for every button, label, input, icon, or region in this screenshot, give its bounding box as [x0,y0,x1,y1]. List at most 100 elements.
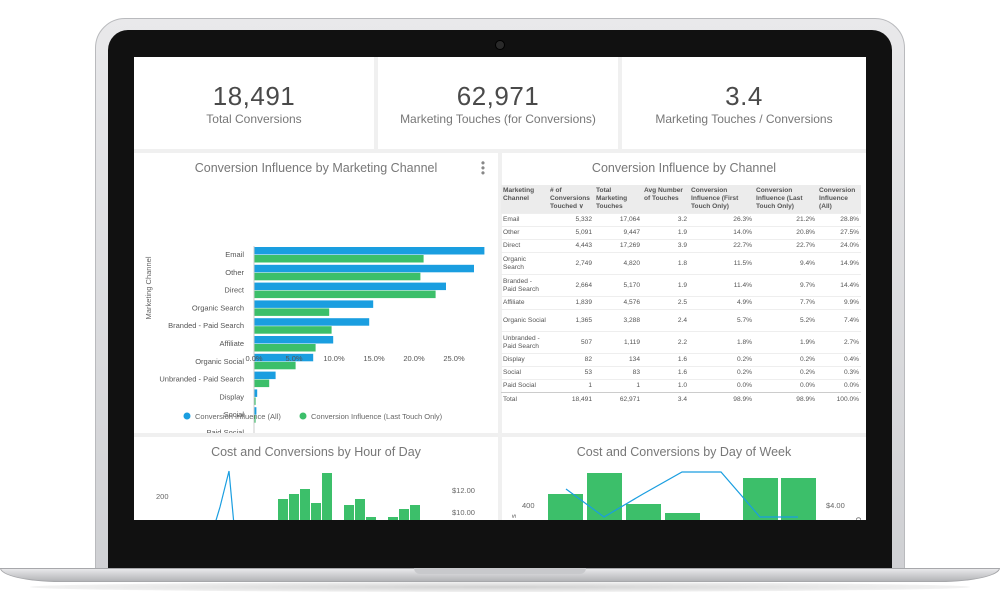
hour-bar[interactable] [278,499,288,520]
day-bar[interactable] [665,513,700,520]
bar-influence-last-touch[interactable] [254,397,256,405]
bar-influence-all[interactable] [254,318,370,326]
bar-influence-all[interactable] [254,353,314,362]
bar-influence-last-touch[interactable] [254,379,270,388]
kpi-card-total-conversions: 18,491 Total Conversions [134,57,374,149]
bar-influence-last-touch[interactable] [254,272,421,281]
table-cell-value: 7.4% [817,309,861,332]
table-row[interactable]: Email 5,332 17,064 3.2 26.3% 21.2% 28.8% [501,213,861,227]
table-cell-value: 3.2 [642,213,689,227]
table-row[interactable]: Direct 4,443 17,269 3.9 22.7% 22.7% 24.0% [501,239,861,253]
table-cell-value: 27.5% [817,226,861,240]
column-header[interactable]: Conversion Influence (First Touch Only) [689,185,754,214]
x-tick-label: 20.0% [403,354,425,363]
table-row[interactable]: Branded - Paid Search 2,664 5,170 1.9 11.4% 9… [501,274,861,297]
hour-bar[interactable] [355,499,365,520]
camera-icon [495,40,505,50]
table-cell-value: 1.9 [642,274,689,297]
table-cell-channel: Organic Social [501,309,548,332]
table-cell-value: 2.7% [817,331,861,354]
day-bar[interactable] [587,473,622,520]
table-cell-value: 9.9% [817,296,861,310]
hour-bar[interactable] [300,489,310,520]
right-axis-label-fragment: C [854,517,863,520]
bar-influence-all[interactable] [254,371,276,380]
table-row[interactable]: Unbranded - Paid Search 507 1,119 2.2 1.8% 1.… [501,331,861,354]
column-header[interactable]: Conversion Influence (All) [817,185,861,214]
bar-influence-last-touch[interactable] [254,255,424,263]
bar-influence-all[interactable] [254,336,334,344]
table-row[interactable]: Affiliate 1,839 4,576 2.5 4.9% 7.7% 9.9% [501,296,861,310]
bar-influence-last-touch[interactable] [254,415,256,423]
hour-bar[interactable] [388,517,398,520]
hour-bar[interactable] [366,517,376,520]
table-cell-value: 2,749 [548,252,594,275]
bar-influence-last-touch[interactable] [254,344,316,352]
bar-influence-last-touch[interactable] [254,308,330,316]
hour-bar[interactable] [322,473,332,520]
bar-influence-all[interactable] [254,282,446,291]
day-bar[interactable] [626,504,661,520]
table-row[interactable]: Other 5,091 9,447 1.9 14.0% 20.8% 27.5% [501,226,861,240]
table-cell-value: 4.9% [689,296,754,310]
total-value: 100.0% [817,392,861,406]
column-header-sorted[interactable]: # of Conversions Touched ∨ [548,185,594,214]
table-row[interactable]: Organic Social 1,365 3,288 2.4 5.7% 5.2% 7.4% [501,309,861,332]
hour-bar[interactable] [311,503,321,520]
column-header[interactable]: Marketing Channel [501,185,548,214]
hour-chart-title: Cost and Conversions by Hour of Day [211,445,421,459]
bar-influence-last-touch[interactable] [254,361,296,370]
bar-influence-all[interactable] [254,407,257,415]
column-header[interactable]: Avg Number of Touches [642,185,689,214]
laptop-shadow [30,582,970,592]
hour-bar[interactable] [410,505,420,520]
column-header[interactable]: Total Marketing Touches [594,185,642,214]
table-cell-value: 0.0% [754,379,817,393]
table-cell-channel: Display [501,353,548,367]
table-cell-channel: Affiliate [501,296,548,310]
bar-influence-all[interactable] [254,389,258,397]
bar-influence-last-touch[interactable] [254,290,436,299]
table-cell-channel: Direct [501,239,548,253]
table-cell-value: 1.9 [642,226,689,240]
table-cell-value: 28.8% [817,213,861,227]
table-row[interactable]: Social 53 83 1.6 0.2% 0.2% 0.3% [501,366,861,380]
hour-bar[interactable] [289,494,299,520]
table-row[interactable]: Paid Social 1 1 1.0 0.0% 0.0% 0.0% [501,379,861,393]
table-cell-value: 0.2% [754,353,817,367]
bar-influence-last-touch[interactable] [254,326,332,334]
table-cell-value: 14.0% [689,226,754,240]
hour-bar[interactable] [344,505,354,520]
table-cell-channel: Unbranded - Paid Search [501,331,548,354]
kebab-menu-icon[interactable]: • • • [480,156,486,180]
day-bar[interactable] [781,478,816,520]
table-cell-value: 1.6 [642,353,689,367]
table-cell-value: 5,091 [548,226,594,240]
table-cell-value: 4,576 [594,296,642,310]
day-bar[interactable] [548,494,583,520]
bar-influence-all[interactable] [254,247,485,255]
table-cell-value: 0.0% [689,379,754,393]
table-cell-value: 2.4 [642,309,689,332]
day-bar[interactable] [743,478,778,520]
table-row[interactable]: Organic Search 2,749 4,820 1.8 11.5% 9.4% 14.9… [501,252,861,275]
table-cell-value: 17,064 [594,213,642,227]
y-axis-label: Marketing Channel [144,256,153,319]
table-cell-channel: Social [501,366,548,380]
column-header[interactable]: Conversion Influence (Last Touch Only) [754,185,817,214]
category-label: Unbranded - Paid Search [159,375,244,384]
table-row[interactable]: Display 82 134 1.6 0.2% 0.2% 0.4% [501,353,861,367]
legend-label-last-touch[interactable]: Conversion Influence (Last Touch Only) [311,412,443,421]
table-cell-value: 5,332 [548,213,594,227]
category-label: Branded - Paid Search [168,321,244,330]
hour-bar[interactable] [399,509,409,520]
legend-label-all[interactable]: Conversion Influence (All) [195,412,281,421]
category-label: Organic Search [192,303,244,312]
total-label: Total [501,392,548,406]
table-cell-channel: Paid Social [501,379,548,393]
hour-bars [278,473,420,520]
table-cell-value: 0.4% [817,353,861,367]
bar-influence-all[interactable] [254,264,474,273]
table-cell-value: 2.5 [642,296,689,310]
bar-influence-all[interactable] [254,300,374,308]
